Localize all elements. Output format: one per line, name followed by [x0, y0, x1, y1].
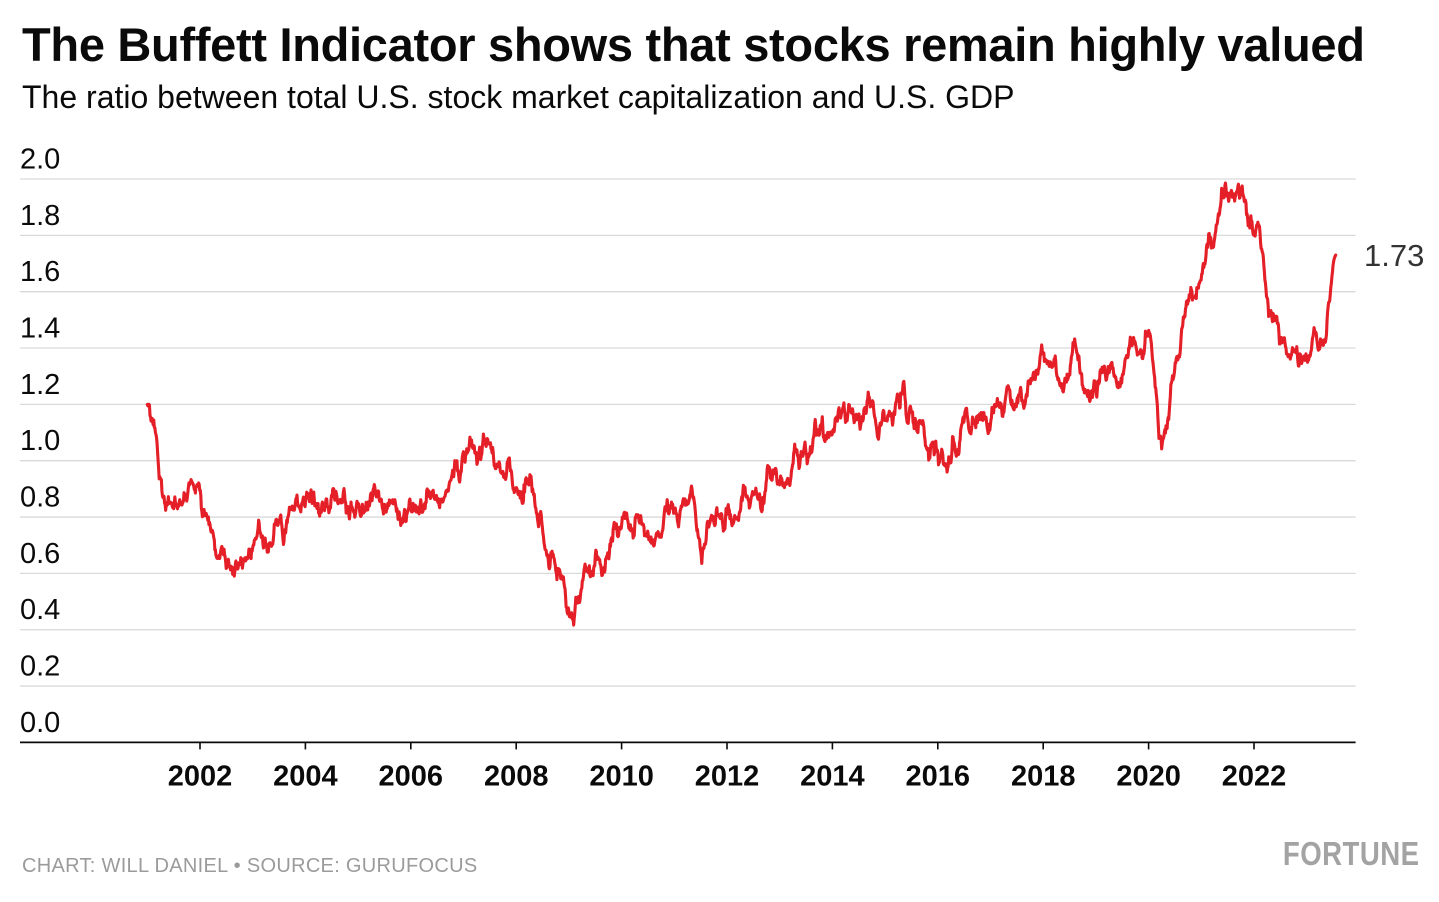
svg-text:2020: 2020 — [1116, 760, 1181, 792]
svg-text:1.73: 1.73 — [1364, 238, 1424, 273]
svg-text:1.4: 1.4 — [20, 313, 60, 345]
svg-text:0.6: 0.6 — [20, 538, 60, 570]
svg-text:1.0: 1.0 — [20, 425, 60, 457]
svg-text:2018: 2018 — [1011, 760, 1076, 792]
svg-text:0.2: 0.2 — [20, 651, 60, 683]
svg-text:2012: 2012 — [695, 760, 760, 792]
svg-text:2022: 2022 — [1222, 760, 1287, 792]
svg-text:1.2: 1.2 — [20, 369, 60, 401]
svg-text:2006: 2006 — [379, 760, 444, 792]
svg-text:2016: 2016 — [906, 760, 971, 792]
svg-text:1.8: 1.8 — [20, 200, 60, 232]
svg-text:1.6: 1.6 — [20, 256, 60, 288]
svg-text:0.4: 0.4 — [20, 594, 60, 626]
svg-text:2014: 2014 — [800, 760, 865, 792]
svg-text:2004: 2004 — [273, 760, 338, 792]
svg-text:2010: 2010 — [589, 760, 654, 792]
svg-text:0.0: 0.0 — [20, 707, 60, 739]
svg-text:2.0: 2.0 — [20, 144, 60, 176]
svg-text:0.8: 0.8 — [20, 482, 60, 514]
svg-text:2002: 2002 — [168, 760, 233, 792]
svg-text:2008: 2008 — [484, 760, 549, 792]
